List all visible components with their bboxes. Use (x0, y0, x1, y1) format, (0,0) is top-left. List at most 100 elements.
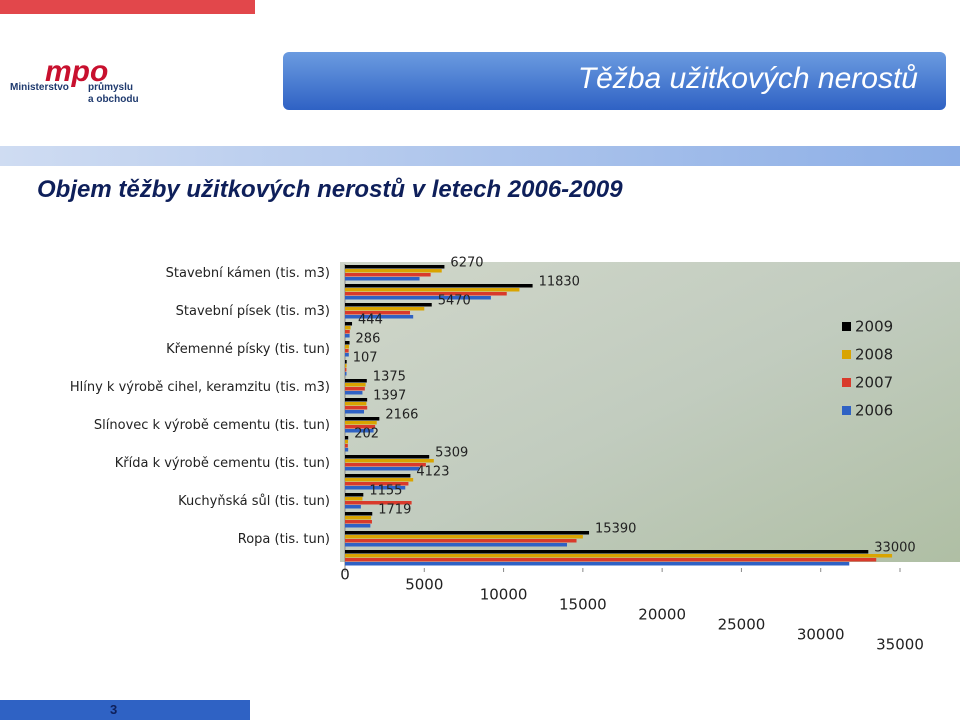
bar (345, 482, 409, 486)
bar (345, 315, 414, 319)
legend-label: 2007 (855, 374, 893, 392)
bar (345, 524, 371, 528)
slide-title: Těžba užitkových nerostů (577, 62, 918, 95)
bar (345, 273, 431, 277)
x-tick-label: 25000 (718, 616, 766, 634)
bar (345, 410, 365, 414)
data-label: 444 (358, 313, 383, 328)
bar (345, 307, 425, 311)
bar (345, 288, 520, 292)
x-tick-label: 35000 (876, 636, 924, 654)
page-number: 3 (110, 702, 118, 717)
y-tick-label: Kuchyňská sůl (tis. tun) (178, 494, 330, 509)
bar (345, 406, 368, 410)
x-tick-label: 0 (340, 566, 350, 584)
bar (345, 277, 420, 281)
y-tick-label: Stavební kámen (tis. m3) (166, 266, 330, 281)
data-label: 1375 (373, 370, 406, 385)
chart: 0 5000 10000 15000 20000 25000 30000 35000 Stave… (70, 256, 960, 654)
bar (345, 444, 348, 448)
bar (345, 311, 411, 315)
logo-mark: mpo (45, 55, 109, 88)
x-tick-label: 10000 (480, 586, 528, 604)
bar (345, 265, 445, 269)
bar (345, 326, 351, 330)
x-tick-label: 5000 (405, 576, 443, 594)
title-box: Těžba užitkových nerostů (283, 52, 946, 110)
bar (345, 550, 869, 554)
data-label: 107 (353, 351, 378, 366)
bar (345, 505, 361, 509)
legend-swatch (842, 322, 851, 331)
bar (345, 417, 380, 421)
bar (345, 269, 442, 273)
bar (345, 341, 350, 345)
x-tick-label: 20000 (638, 606, 686, 624)
bar (345, 383, 366, 387)
legend-swatch (842, 378, 851, 387)
data-label: 5470 (438, 294, 471, 309)
legend-swatch (842, 406, 851, 415)
bar (345, 562, 850, 566)
bar (345, 353, 349, 357)
bar (345, 516, 372, 520)
bar (345, 284, 533, 288)
data-label: 15390 (595, 522, 636, 537)
bar (345, 368, 347, 372)
y-tick-label: Hlíny k výrobě cihel, keramzitu (tis. m3… (70, 380, 330, 395)
data-label: 4123 (416, 465, 449, 480)
bar (345, 501, 412, 505)
data-label: 6270 (450, 256, 483, 271)
bar (345, 436, 349, 440)
bar (345, 345, 349, 349)
bar (345, 486, 406, 490)
y-tick-label: Stavební písek (tis. m3) (176, 304, 330, 319)
bar (345, 531, 590, 535)
legend-label: 2008 (855, 346, 893, 364)
data-label: 1719 (378, 503, 411, 518)
bar (345, 391, 363, 395)
plot-background (340, 262, 960, 562)
bar (345, 512, 373, 516)
data-label: 286 (356, 332, 381, 347)
bar (345, 535, 583, 539)
y-tick-label: Křemenné písky (tis. tun) (166, 342, 330, 357)
legend-swatch (842, 350, 851, 359)
bar (345, 478, 414, 482)
bar (345, 330, 350, 334)
data-label: 2166 (385, 408, 418, 423)
bar (345, 493, 364, 497)
subtitle: Objem těžby užitkových nerostů v letech … (37, 176, 623, 203)
data-label: 1397 (373, 389, 406, 404)
bar (345, 429, 374, 433)
legend-label: 2006 (855, 402, 893, 420)
logo: mpo Ministerstvo průmyslu a obchodu (10, 55, 140, 115)
bar (345, 448, 349, 452)
bar (345, 372, 347, 376)
bar (345, 334, 350, 338)
footer-bar (0, 700, 250, 720)
bar (345, 303, 432, 307)
data-label: 202 (354, 427, 379, 442)
bar (345, 474, 411, 478)
bar (345, 543, 567, 547)
bar (345, 364, 347, 368)
bar (345, 402, 367, 406)
bar (345, 554, 893, 558)
top-bar (0, 0, 255, 14)
data-label: 1155 (369, 484, 402, 499)
data-label: 33000 (874, 541, 915, 556)
data-label: 5309 (435, 446, 468, 461)
bar (345, 520, 372, 524)
bar (345, 360, 347, 364)
bar (345, 558, 877, 562)
bar (345, 459, 434, 463)
legend-label: 2009 (855, 318, 893, 336)
x-tick-label: 30000 (797, 626, 845, 644)
bar (345, 463, 426, 467)
bar (345, 497, 363, 501)
strip (0, 146, 960, 166)
logo-text: průmyslu (88, 82, 134, 93)
bar (345, 425, 376, 429)
